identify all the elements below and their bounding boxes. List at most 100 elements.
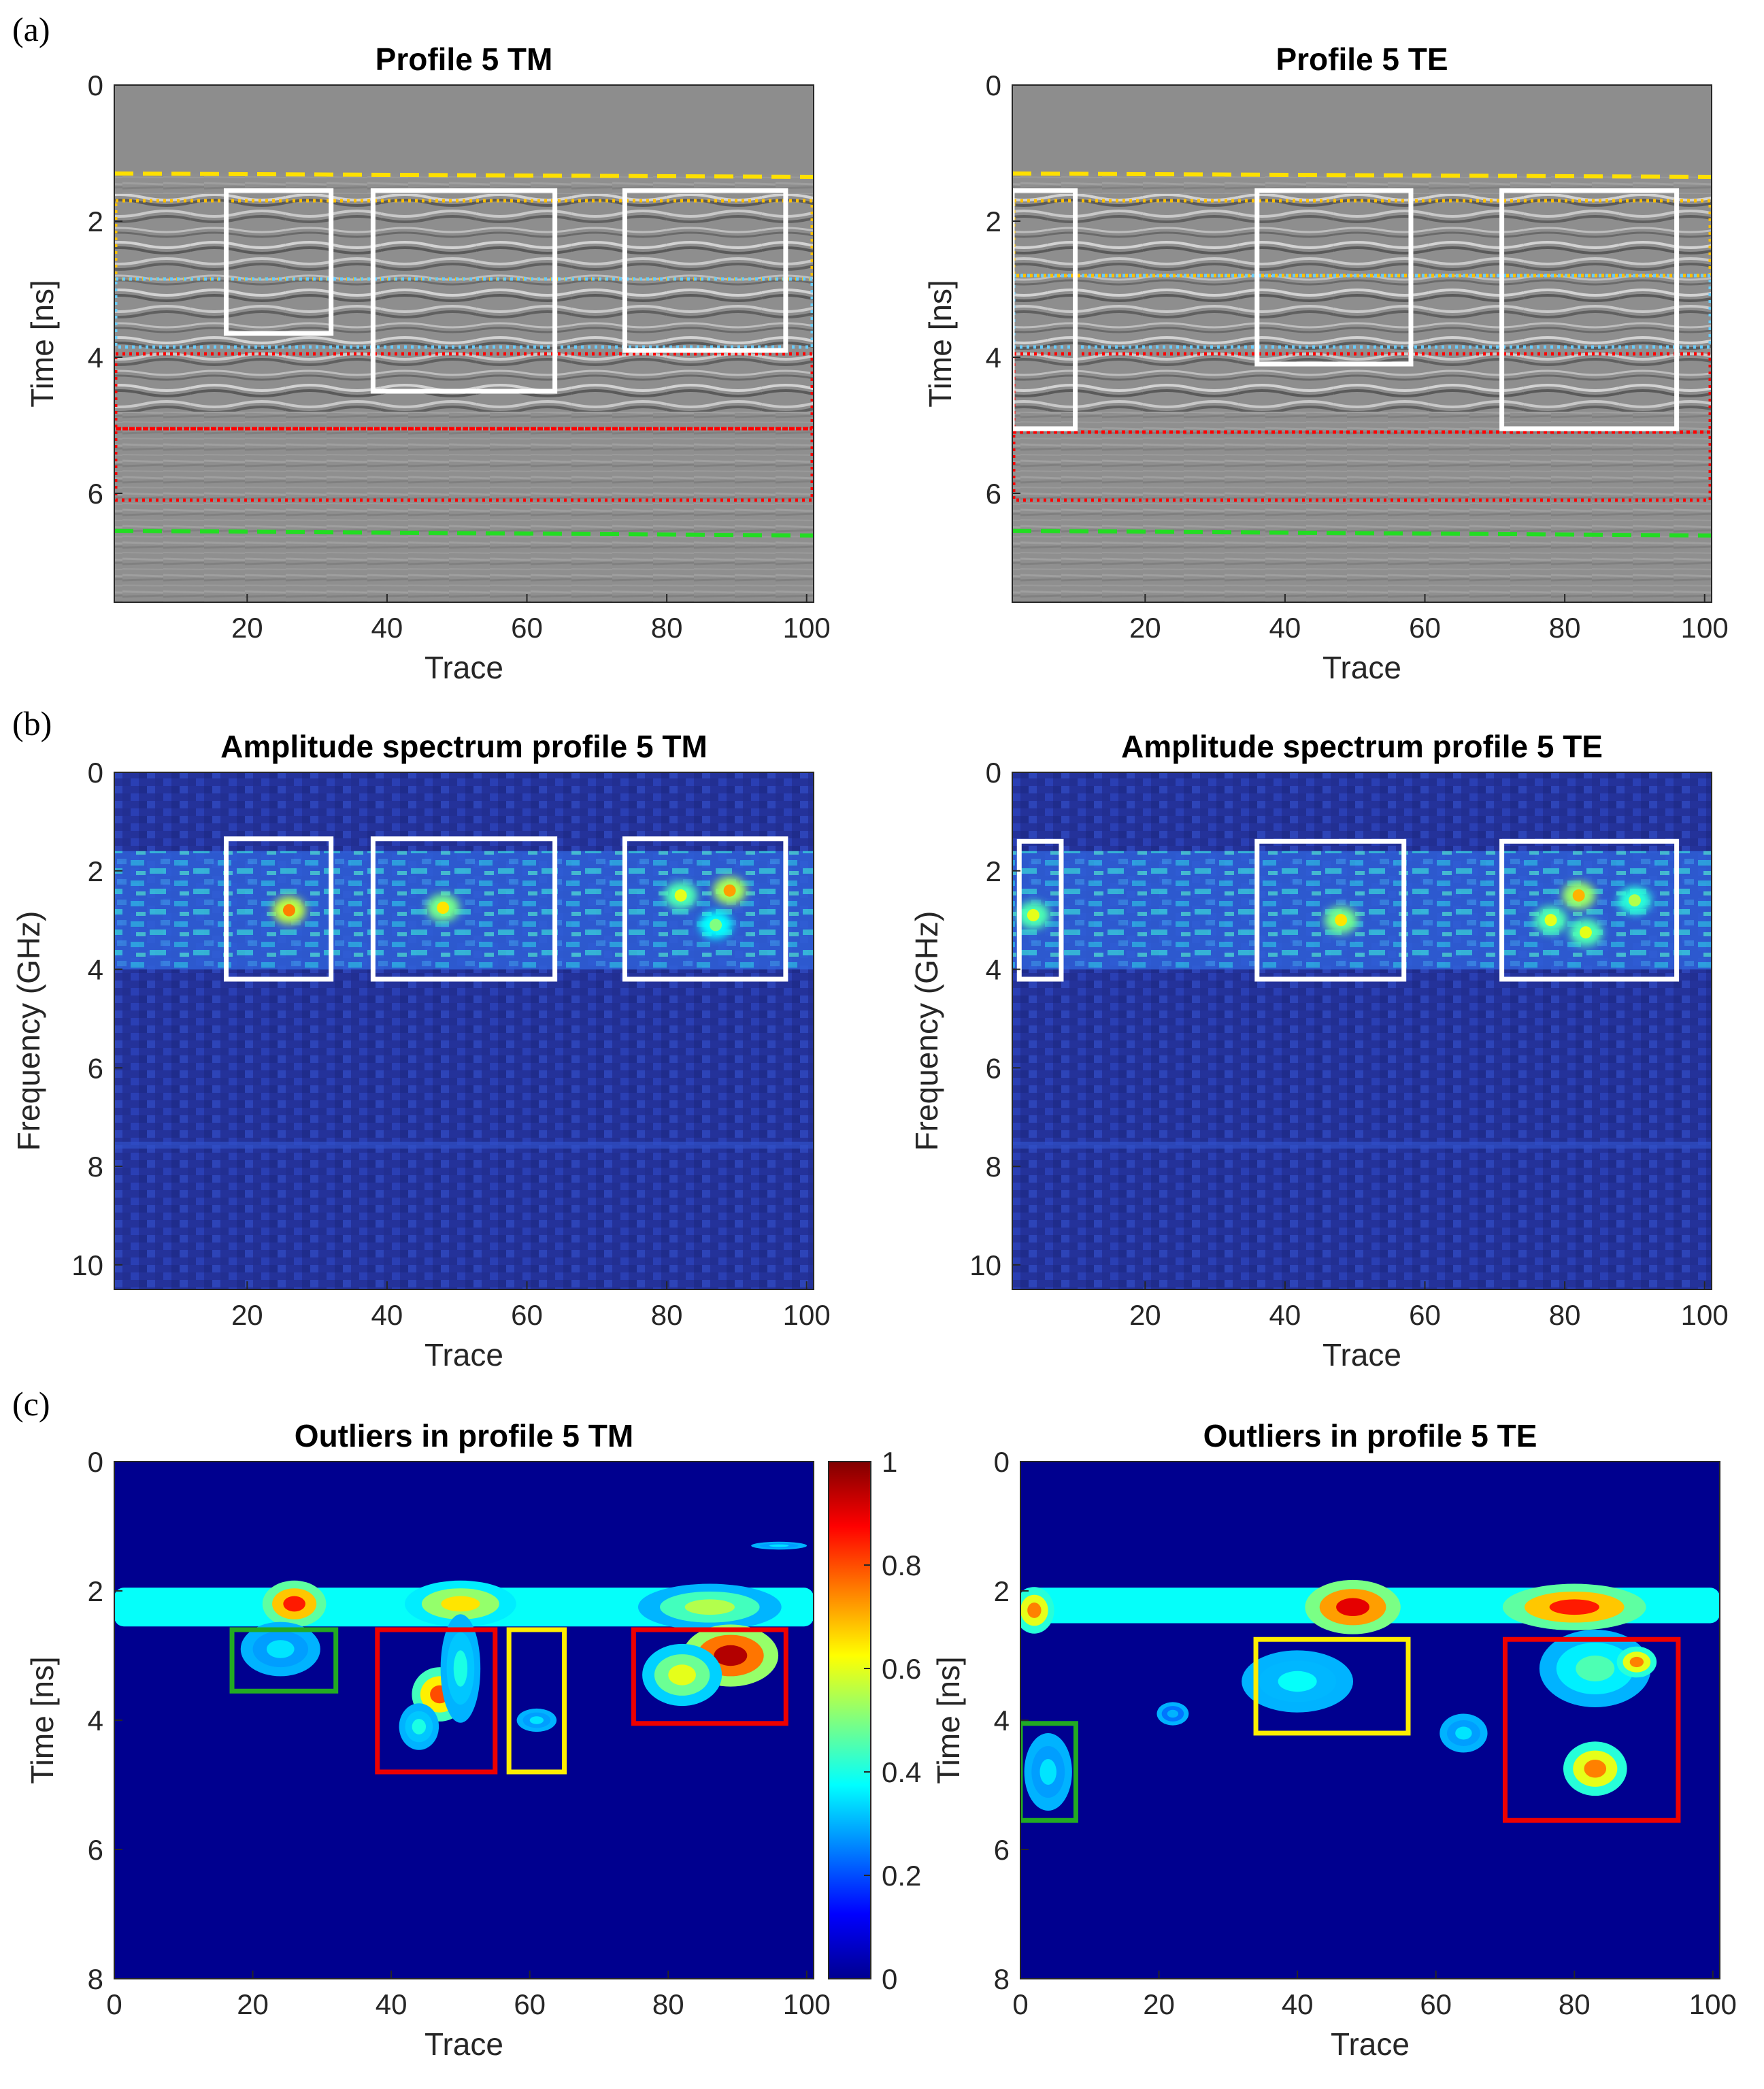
outlier-blob-core-8 xyxy=(1455,1726,1472,1740)
outlier-blob-core-10 xyxy=(769,1544,789,1547)
y-tick-label-0: 0 xyxy=(88,69,103,101)
y-tick-label-4: 8 xyxy=(88,1963,103,1995)
y-axis-label: Time [ns] xyxy=(922,280,958,407)
hotspot-4 xyxy=(710,919,722,932)
chart-c-te: 0 20 40 60 80 100 0 2 4 6 8 Outliers in profile 5 T… xyxy=(931,1418,1737,2062)
outlier-blob-core-4 xyxy=(453,1650,468,1687)
y-tick-label-4: 8 xyxy=(986,1151,1001,1183)
annotation-box-0 xyxy=(223,188,334,336)
x-tick-label-1: 40 xyxy=(1269,612,1301,644)
y-tick-label-1: 2 xyxy=(88,1575,103,1607)
annotation-box-1 xyxy=(1253,1636,1411,1736)
annotation-box-3 xyxy=(631,1627,788,1726)
colorbar-tick-label-0: 0 xyxy=(882,1963,897,1995)
x-tick-label-0: 0 xyxy=(106,1988,122,2020)
x-axis-label: Trace xyxy=(1322,650,1401,685)
x-tick-label-5: 100 xyxy=(783,1988,831,2020)
y-tick-label-3: 6 xyxy=(986,478,1001,510)
x-tick-label-5: 100 xyxy=(1689,1988,1737,2020)
y-tick-label-1: 2 xyxy=(88,855,103,887)
x-tick-label-0: 0 xyxy=(1012,1988,1028,2020)
spectrum-background xyxy=(114,772,814,1289)
x-tick-label-2: 60 xyxy=(1409,612,1441,644)
y-tick-label-0: 0 xyxy=(986,69,1001,101)
spectrum-line-7-5ghz xyxy=(114,1141,814,1149)
chart-b-tm: 20 40 60 80 100 0 2 4 6 8 10 Amplitude spectrum pro… xyxy=(11,729,831,1372)
chart-title: Amplitude spectrum profile 5 TE xyxy=(1121,729,1603,764)
annotation-box-1 xyxy=(1254,188,1414,367)
layer-band-2 xyxy=(114,352,814,431)
y-axis-label: Frequency (GHz) xyxy=(909,911,944,1151)
outlier-blob-core-2 xyxy=(684,1599,735,1615)
x-axis-label: Trace xyxy=(425,1337,503,1372)
annotation-box-0 xyxy=(223,836,334,982)
x-axis-label: Trace xyxy=(1331,2026,1410,2062)
x-tick-label-0: 20 xyxy=(231,1299,263,1331)
panel-label-c: (c) xyxy=(12,1385,50,1423)
x-tick-label-2: 60 xyxy=(511,612,543,644)
x-tick-label-4: 80 xyxy=(652,1988,684,2020)
outlier-background xyxy=(1020,1462,1720,1979)
y-tick-label-1: 2 xyxy=(986,205,1001,237)
y-tick-label-2: 4 xyxy=(88,954,103,986)
x-tick-label-1: 40 xyxy=(1269,1299,1301,1331)
y-tick-label-3: 6 xyxy=(88,1834,103,1866)
y-tick-label-5: 10 xyxy=(71,1249,103,1281)
outlier-blob-core-8 xyxy=(266,1640,295,1658)
y-tick-label-0: 0 xyxy=(986,757,1001,789)
x-tick-label-4: 100 xyxy=(1681,1299,1729,1331)
layer-band-1 xyxy=(114,277,814,349)
x-axis-label: Trace xyxy=(425,650,503,685)
layer-band-3 xyxy=(114,427,814,502)
x-tick-label-2: 40 xyxy=(1282,1988,1314,2020)
colorbar-tick-label-5: 1 xyxy=(882,1446,897,1478)
x-tick-label-2: 40 xyxy=(376,1988,407,2020)
outlier-blob-core-6 xyxy=(714,1645,748,1666)
plot-area xyxy=(114,1462,814,1979)
y-axis-label: Time [ns] xyxy=(24,1656,60,1783)
outlier-blob-core-5 xyxy=(412,1719,427,1734)
y-tick-label-3: 6 xyxy=(986,1052,1001,1084)
hotspot-4 xyxy=(1579,926,1592,939)
chart-title: Outliers in profile 5 TM xyxy=(295,1418,633,1453)
y-tick-label-0: 0 xyxy=(88,757,103,789)
hotspot-2 xyxy=(1572,889,1585,902)
colorbar-tick-label-1: 0.2 xyxy=(882,1860,921,1892)
chart-c-tm: 0 20 40 60 80 100 0 2 4 6 8 Outliers in profile 5 T… xyxy=(24,1418,921,2062)
hotspot-1 xyxy=(437,902,450,915)
chart-a-te: 20 40 60 80 100 0 2 4 6 Profile 5 TE Trace Time [ns… xyxy=(922,42,1729,685)
annotation-box-1 xyxy=(1254,838,1407,982)
annotation-box-0 xyxy=(1012,188,1078,431)
chart-b-te: 20 40 60 80 100 0 2 4 6 8 10 Amplitude spectrum pro… xyxy=(909,729,1729,1372)
hotspot-5 xyxy=(1628,894,1641,907)
plot-area xyxy=(114,772,814,1289)
y-tick-label-2: 4 xyxy=(986,954,1001,986)
y-tick-label-1: 2 xyxy=(986,855,1001,887)
x-tick-label-3: 60 xyxy=(514,1988,546,2020)
interface-line-1 xyxy=(114,529,814,538)
outlier-blob-core-9 xyxy=(1167,1709,1179,1718)
y-tick-label-2: 4 xyxy=(88,342,103,374)
annotation-box-0 xyxy=(229,1627,339,1694)
y-tick-label-3: 6 xyxy=(88,478,103,510)
y-tick-label-3: 6 xyxy=(88,1052,103,1084)
annotation-box-2 xyxy=(1502,1636,1681,1823)
outlier-blob-core-0 xyxy=(283,1596,305,1612)
y-tick-label-1: 2 xyxy=(994,1575,1010,1607)
hotspot-0 xyxy=(1027,908,1039,921)
x-tick-label-0: 20 xyxy=(231,612,263,644)
layer-band-1 xyxy=(1012,274,1712,349)
y-axis-label: Time [ns] xyxy=(24,280,60,407)
spectrum-line-7-5ghz xyxy=(1012,1141,1712,1149)
colorbar-tick-label-2: 0.4 xyxy=(882,1756,921,1788)
x-tick-label-1: 20 xyxy=(1143,1988,1175,2020)
y-tick-label-4: 8 xyxy=(88,1151,103,1183)
colorbar-gradient xyxy=(828,1461,871,1979)
plot-area xyxy=(114,85,814,602)
x-tick-label-3: 60 xyxy=(1420,1988,1452,2020)
y-tick-label-5: 10 xyxy=(969,1249,1001,1281)
y-tick-label-4: 8 xyxy=(994,1963,1010,1995)
annotation-box-2 xyxy=(506,1627,567,1775)
hotspot-1 xyxy=(1335,914,1348,927)
outlier-blob-core-7 xyxy=(1039,1759,1056,1785)
